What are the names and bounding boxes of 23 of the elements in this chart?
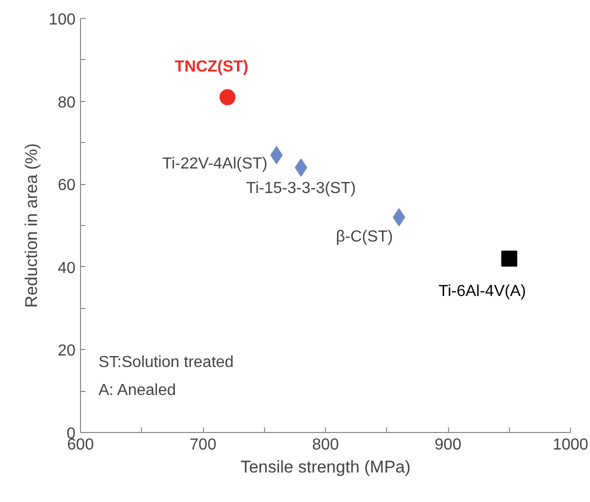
y-tick-label: 20 — [58, 342, 76, 360]
annotation: A: Anealed — [98, 382, 176, 399]
y-tick-label: 80 — [58, 94, 76, 112]
annotation: Ti-15-3-3-3(ST) — [246, 180, 356, 198]
x-tick-label: 1000 — [552, 436, 588, 454]
point — [294, 158, 308, 177]
x-axis-title: Tensile strength (MPa) — [240, 458, 411, 476]
y-tick-label: 60 — [58, 177, 76, 194]
point — [270, 146, 283, 164]
series-label: Ti-6Al-4V(A) — [438, 283, 526, 300]
x-tick-label: 900 — [434, 436, 462, 454]
series-label: TNCZ(ST) — [174, 58, 248, 76]
point — [220, 89, 236, 106]
point — [501, 250, 518, 267]
x-tick-label: 800 — [312, 436, 339, 454]
point — [392, 208, 406, 226]
x-tick-label: 700 — [190, 436, 216, 454]
annotation: Ti-22V-4Al(ST) — [162, 156, 268, 173]
y-tick-label: 100 — [48, 12, 76, 28]
y-tick-label: 40 — [58, 260, 76, 277]
y-axis-title: Reduction in area (%) — [22, 143, 41, 308]
annotation: β-C(ST) — [336, 228, 393, 246]
annotation: ST:Solution treated — [98, 354, 234, 371]
